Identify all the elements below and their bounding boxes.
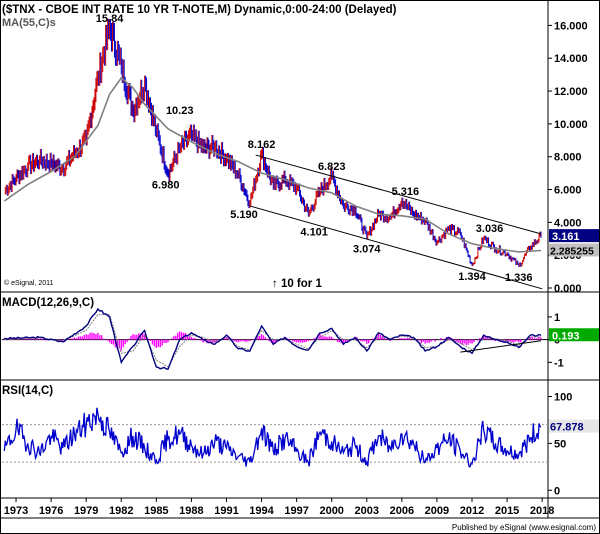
macd-value-label: 0.193 bbox=[552, 330, 580, 342]
last-value-badge bbox=[549, 229, 599, 243]
x-tick-label: 1985 bbox=[144, 505, 168, 517]
price-annotation: 6.980 bbox=[152, 179, 180, 191]
x-tick-label: 2009 bbox=[425, 505, 449, 517]
ma-line bbox=[3, 76, 542, 253]
price-y-tick-label: 6.000 bbox=[554, 185, 582, 197]
price-annotation: 5.190 bbox=[230, 209, 258, 221]
x-axis: 1973 1976 1979 1982 1985 1988 1991 1994 1997 2000… bbox=[4, 498, 554, 517]
x-tick-label: 2003 bbox=[355, 505, 379, 517]
x-tick-label: 2018 bbox=[530, 505, 554, 517]
price-annotation: 5.316 bbox=[392, 186, 420, 198]
x-tick-label: 1982 bbox=[109, 505, 133, 517]
price-y-tick-label: 10.000 bbox=[554, 119, 588, 131]
rsi-y-tick-label: 50 bbox=[554, 438, 566, 450]
price-y-tick-label: 8.000 bbox=[554, 152, 582, 164]
x-tick-label: 2006 bbox=[390, 505, 414, 517]
macd-line bbox=[4, 307, 542, 371]
price-annotation: 8.162 bbox=[248, 139, 276, 151]
price-annotation: 4.101 bbox=[300, 227, 328, 239]
ma-legend: MA(55,C)s bbox=[2, 17, 56, 29]
x-tick-label: 1988 bbox=[179, 505, 203, 517]
price-y-tick-label: 12.000 bbox=[554, 86, 588, 98]
macd-y-tick-label: -1 bbox=[554, 357, 564, 369]
x-tick-label: 1973 bbox=[4, 505, 28, 517]
price-annotation: 10.23 bbox=[166, 105, 194, 117]
macd-legend: MACD(12,26,9,C) bbox=[2, 297, 94, 309]
macd-panel: MACD(12,26,9,C) 10-10.193 bbox=[2, 297, 599, 371]
rsi-legend: RSI(14,C) bbox=[2, 385, 53, 397]
rsi-y-tick-label: 0 bbox=[554, 485, 560, 497]
price-y-tick-label: 16.000 bbox=[554, 20, 588, 32]
last-value-label: 3.161 bbox=[552, 231, 580, 243]
macd-trend-line bbox=[460, 340, 542, 353]
chart-title: ($TNX - CBOE INT RATE 10 YR T-NOTE,M) Dy… bbox=[2, 4, 397, 16]
x-tick-label: 1997 bbox=[284, 505, 308, 517]
price-y-tick-label: 14.000 bbox=[554, 53, 588, 65]
rsi-panel: RSI(14,C) 100 50 0 67.878 bbox=[2, 385, 599, 497]
price-y-tick-label: 0.000 bbox=[554, 283, 582, 295]
price-annotation: 15.84 bbox=[96, 13, 124, 25]
ma-value-badge bbox=[549, 243, 599, 257]
price-bars bbox=[4, 18, 542, 267]
x-tick-label: 2012 bbox=[460, 505, 484, 517]
x-tick-label: 1979 bbox=[74, 505, 98, 517]
price-annotation: 3.074 bbox=[353, 244, 381, 256]
price-panel: ($TNX - CBOE INT RATE 10 YR T-NOTE,M) Dy… bbox=[2, 4, 599, 295]
x-tick-label: 2015 bbox=[495, 505, 519, 517]
footer-text: Published by eSignal (www.esignal.com) bbox=[452, 523, 596, 532]
price-annotation: 3.036 bbox=[476, 223, 504, 235]
signal-line bbox=[4, 314, 542, 368]
rsi-y-tick-label: 100 bbox=[554, 392, 572, 404]
rsi-line bbox=[3, 407, 541, 468]
price-annotation: 1.394 bbox=[458, 271, 486, 283]
macd-value-badge bbox=[549, 328, 599, 342]
x-tick-label: 1976 bbox=[39, 505, 63, 517]
copyright-text: © eSignal, 2011 bbox=[4, 279, 54, 287]
channel-line bbox=[249, 205, 543, 290]
price-y-tick-label: 4.000 bbox=[554, 217, 582, 229]
x-tick-label: 1991 bbox=[214, 505, 238, 517]
rsi-value-badge bbox=[549, 419, 599, 433]
x-tick-label: 2000 bbox=[319, 505, 343, 517]
price-annotation: 1.336 bbox=[505, 272, 533, 284]
x-tick-label: 1994 bbox=[249, 505, 274, 517]
price-annotation: 6.823 bbox=[318, 161, 346, 173]
split-note: ↑ 10 for 1 bbox=[272, 278, 322, 290]
rsi-value-label: 67.878 bbox=[550, 422, 584, 434]
channel-line bbox=[255, 154, 542, 235]
macd-y-tick-label: 1 bbox=[554, 312, 560, 324]
ma-value-label: 2.285255 bbox=[550, 245, 594, 257]
